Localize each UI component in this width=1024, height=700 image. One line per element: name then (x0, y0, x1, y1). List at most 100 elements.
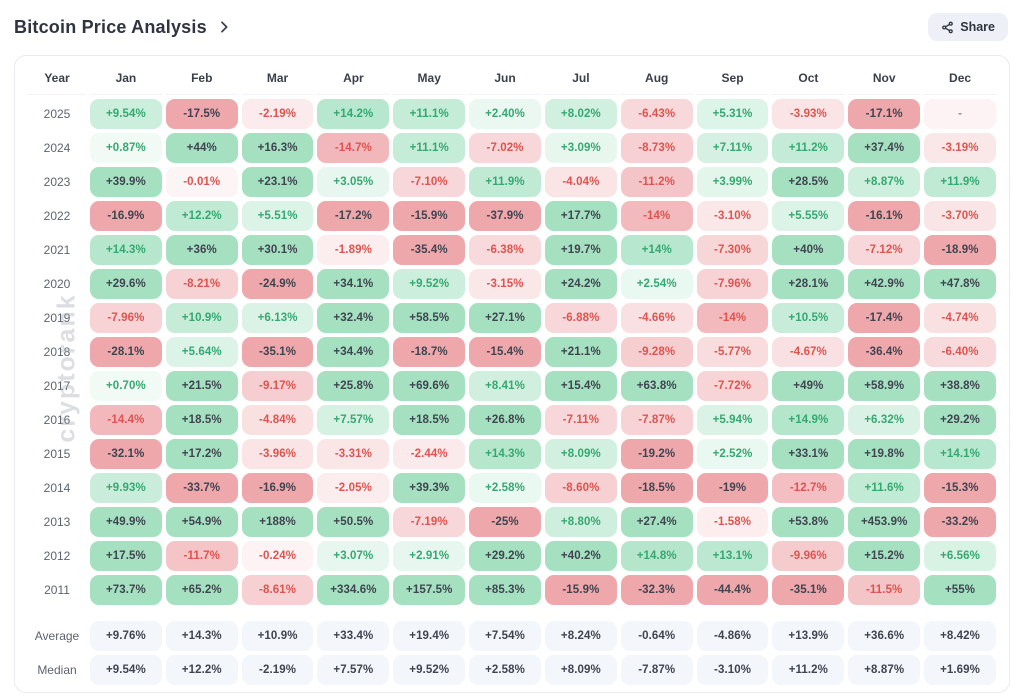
column-header-month: Apr (317, 62, 390, 95)
return-cell: -4.66% (620, 303, 693, 333)
summary-row: Average +9.76% +14.3% +10.9% +33.4% +19.4% +7.… (28, 621, 996, 651)
return-cell: +21.1% (544, 337, 617, 367)
return-cell: +334.6% (317, 575, 390, 605)
return-cell: +9.54% (90, 99, 162, 129)
page-title-link[interactable]: Bitcoin Price Analysis (14, 17, 232, 38)
return-cell: -11.5% (848, 575, 921, 605)
return-cell: +40.2% (544, 541, 617, 571)
return-cell: +13.1% (696, 541, 769, 571)
column-header-month: May (393, 62, 466, 95)
return-cell: +10.5% (772, 303, 845, 333)
year-label: 2020 (43, 277, 71, 291)
return-cell: +3.09% (544, 133, 617, 163)
summary-cell: +9.76% (90, 621, 162, 651)
return-cell: +0.87% (90, 133, 162, 163)
return-cell: +3.07% (317, 541, 390, 571)
return-cell: +2.58% (469, 473, 541, 503)
return-cell: +14.9% (772, 405, 845, 435)
summary-cell: +14.3% (165, 621, 238, 651)
table-row: 2018 -28.1% +5.64% -35.1% +34.4% -18.7% -15.4%… (28, 337, 996, 367)
return-cell: -8.73% (620, 133, 693, 163)
return-cell: -7.96% (90, 303, 162, 333)
return-cell: -7.11% (544, 405, 617, 435)
return-cell: +44% (165, 133, 238, 163)
return-cell: -19% (696, 473, 769, 503)
column-header-month: Sep (696, 62, 769, 95)
return-cell: +58.9% (848, 371, 921, 401)
return-cell: -28.1% (90, 337, 162, 367)
return-cell: -7.96% (696, 269, 769, 299)
return-cell: +17.2% (165, 439, 238, 469)
return-cell: +11.9% (924, 167, 996, 197)
summary-cell: +2.58% (469, 655, 541, 685)
return-cell: -18.7% (393, 337, 466, 367)
return-cell: +9.52% (393, 269, 466, 299)
monthly-returns-table: Year Jan Feb Mar Apr May Jun Jul Aug Sep Oct Nov Dec… (24, 58, 1000, 689)
table-body: 2025 +9.54% -17.5% -2.19% +14.2% +11.1% +2.40%… (28, 99, 996, 685)
year-label: 2017 (43, 379, 71, 393)
return-cell: -2.19% (241, 99, 314, 129)
return-cell: -1.89% (317, 235, 390, 265)
return-cell: +25.8% (317, 371, 390, 401)
return-cell: -8.60% (544, 473, 617, 503)
return-cell: +37.4% (848, 133, 921, 163)
return-cell: -17.5% (165, 99, 238, 129)
return-cell: -14% (620, 201, 693, 231)
return-cell: +49% (772, 371, 845, 401)
return-cell: -3.15% (469, 269, 541, 299)
table-row: 2016 -14.4% +18.5% -4.84% +7.57% +18.5% +26.8%… (28, 405, 996, 435)
column-header-month: Jan (90, 62, 162, 95)
return-cell: +8.02% (544, 99, 617, 129)
return-cell: -7.19% (393, 507, 466, 537)
return-cell: -35.4% (393, 235, 466, 265)
return-cell: -18.5% (620, 473, 693, 503)
return-cell: -33.7% (165, 473, 238, 503)
year-label: 2019 (43, 311, 71, 325)
summary-cell: +36.6% (848, 621, 921, 651)
return-cell: +65.2% (165, 575, 238, 605)
return-cell: +14.3% (90, 235, 162, 265)
summary-cell: +19.4% (393, 621, 466, 651)
return-cell: - (924, 99, 996, 129)
return-cell: -35.1% (772, 575, 845, 605)
return-cell: -16.9% (241, 473, 314, 503)
return-cell: -3.70% (924, 201, 996, 231)
column-header-month: Oct (772, 62, 845, 95)
column-header-month: Feb (165, 62, 238, 95)
return-cell: -7.02% (469, 133, 541, 163)
return-cell: +54.9% (165, 507, 238, 537)
return-cell: +29.2% (469, 541, 541, 571)
return-cell: +18.5% (165, 405, 238, 435)
return-cell: -3.31% (317, 439, 390, 469)
return-cell: +29.2% (924, 405, 996, 435)
summary-label: Average (34, 629, 80, 643)
table-row: 2013 +49.9% +54.9% +188% +50.5% -7.19% -25% +8.… (28, 507, 996, 537)
return-cell: +12.2% (165, 201, 238, 231)
return-cell: +34.1% (317, 269, 390, 299)
return-cell: -3.96% (241, 439, 314, 469)
return-cell: +53.8% (772, 507, 845, 537)
year-label: 2016 (43, 413, 71, 427)
year-label: 2021 (43, 243, 71, 257)
return-cell: -11.2% (620, 167, 693, 197)
return-cell: +3.99% (696, 167, 769, 197)
return-cell: +17.7% (544, 201, 617, 231)
column-header-month: Aug (620, 62, 693, 95)
return-cell: -9.17% (241, 371, 314, 401)
share-button[interactable]: Share (928, 13, 1008, 41)
return-cell: +15.2% (848, 541, 921, 571)
return-cell: -3.93% (772, 99, 845, 129)
return-cell: -18.9% (924, 235, 996, 265)
table-row: 2015 -32.1% +17.2% -3.96% -3.31% -2.44% +14.3%… (28, 439, 996, 469)
return-cell: -4.67% (772, 337, 845, 367)
return-cell: -25% (469, 507, 541, 537)
return-cell: -37.9% (469, 201, 541, 231)
summary-cell: +12.2% (165, 655, 238, 685)
return-cell: +8.80% (544, 507, 617, 537)
year-label: 2025 (43, 107, 71, 121)
return-cell: +39.9% (90, 167, 162, 197)
return-cell: -8.21% (165, 269, 238, 299)
return-cell: +3.05% (317, 167, 390, 197)
summary-label: Median (37, 663, 77, 677)
